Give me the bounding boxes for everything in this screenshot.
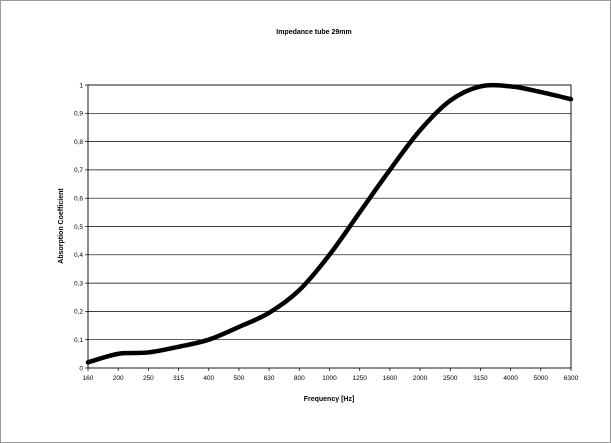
data-point (569, 97, 573, 102)
y-axis-label: Absorption Coefficient (58, 188, 65, 264)
x-tick-label: 1250 (352, 375, 367, 382)
data-point (206, 337, 211, 342)
x-tick-label: 6300 (564, 375, 579, 382)
x-tick-label: 200 (113, 375, 124, 382)
data-point (236, 324, 241, 329)
data-point (146, 350, 151, 355)
x-axis-label: Frequency [Hz] (304, 396, 355, 403)
data-point (387, 167, 392, 172)
x-axis-ticks: 160 200 250 315 400 500 630 800 1000 1250 1600 2000… (83, 368, 579, 382)
y-tick-label: 0,7 (74, 167, 83, 174)
data-point (357, 210, 362, 215)
gridlines (88, 112, 571, 341)
data-point (176, 344, 181, 349)
data-point (478, 84, 483, 89)
data-point (86, 360, 90, 365)
x-tick-label: 5000 (534, 375, 549, 382)
y-tick-label: 0,3 (74, 280, 83, 287)
y-tick-label: 0,5 (74, 224, 83, 231)
x-tick-label: 250 (143, 375, 154, 382)
y-tick-label: 0,8 (74, 139, 83, 146)
y-axis-ticks: 0 0,1 0,2 0,3 0,4 0,5 0,6 0,7 0,8 0,9 1 (74, 82, 88, 372)
y-tick-label: 0,4 (74, 252, 83, 259)
data-point (327, 252, 332, 257)
data-point (448, 98, 453, 103)
data-point (508, 84, 513, 89)
data-point (267, 310, 272, 315)
data-point (418, 128, 423, 133)
data-point (538, 90, 543, 95)
y-tick-label: 1 (79, 82, 83, 89)
data-point (116, 351, 121, 356)
series-line-0 (85, 82, 574, 365)
x-tick-label: 4000 (503, 375, 518, 382)
x-tick-label: 1600 (383, 375, 398, 382)
x-tick-label: 1000 (322, 375, 337, 382)
y-tick-label: 0 (79, 365, 83, 372)
x-tick-label: 315 (173, 375, 184, 382)
chart-title: Impedance tube 29mm (276, 29, 351, 36)
y-tick-label: 0,6 (74, 196, 83, 203)
x-tick-label: 630 (264, 375, 275, 382)
x-tick-label: 3150 (473, 375, 488, 382)
x-tick-label: 500 (234, 375, 245, 382)
x-tick-label: 2000 (413, 375, 428, 382)
y-tick-label: 0,2 (74, 309, 83, 316)
x-tick-label: 160 (83, 375, 94, 382)
x-tick-label: 400 (203, 375, 214, 382)
series-layer (85, 82, 574, 365)
y-tick-label: 0,9 (74, 111, 83, 118)
data-point (297, 288, 302, 293)
x-tick-label: 2500 (443, 375, 458, 382)
y-tick-label: 0,1 (74, 337, 83, 344)
x-tick-label: 800 (294, 375, 305, 382)
